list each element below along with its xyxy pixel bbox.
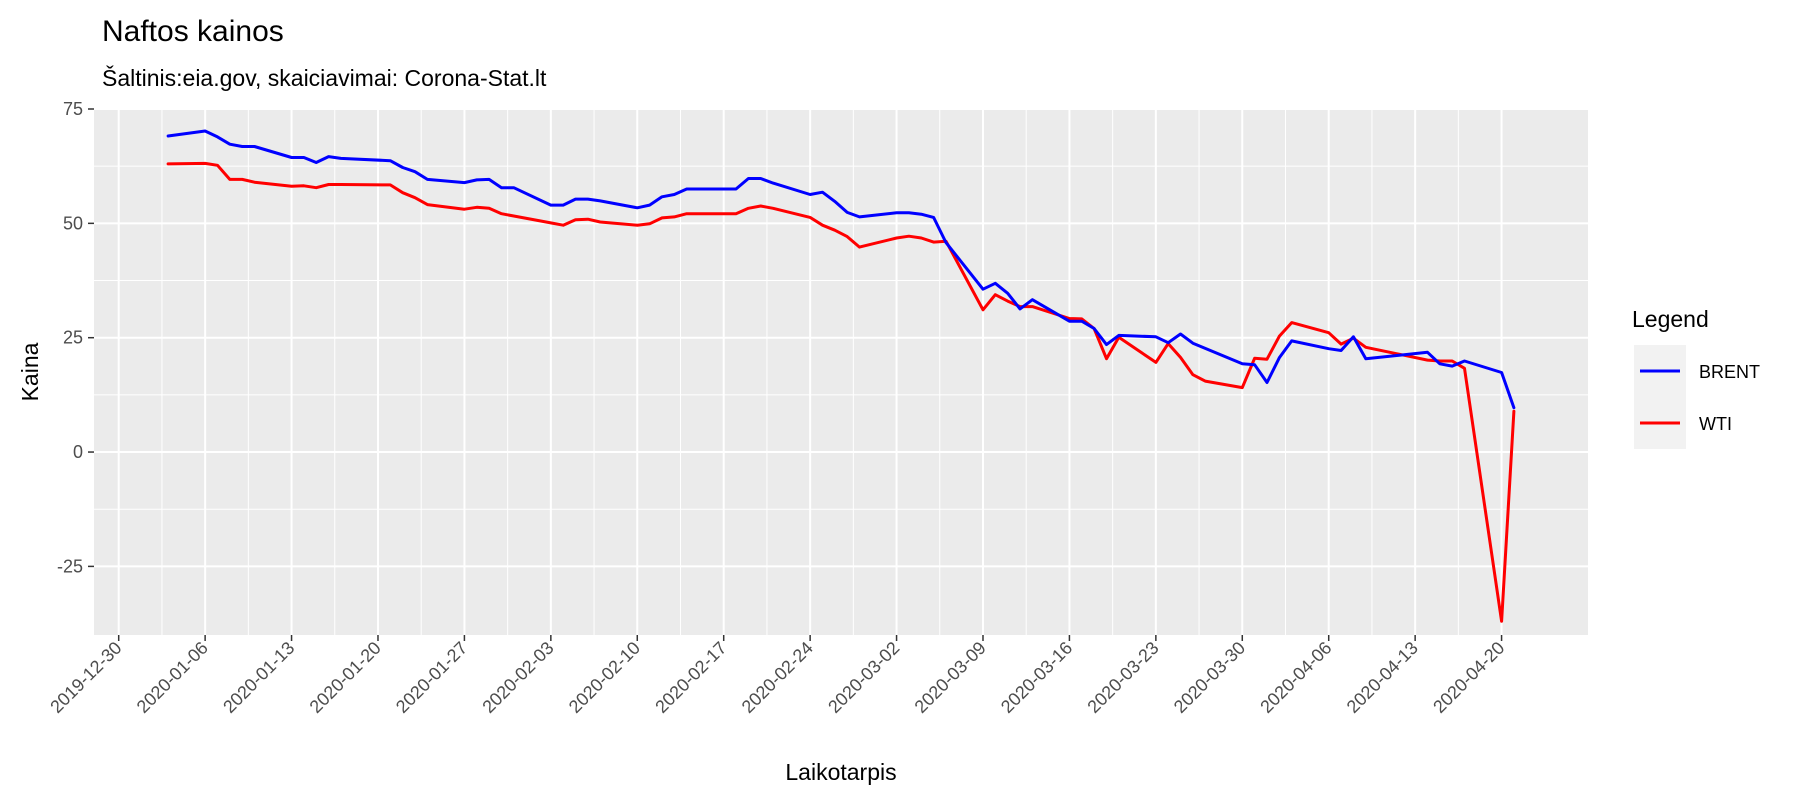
axis-ticks — [88, 108, 1503, 641]
legend: Legend BRENT WTI — [1632, 306, 1760, 449]
x-tick-label: 2020-04-20 — [1429, 638, 1508, 717]
x-tick-label: 2020-02-24 — [738, 638, 817, 717]
x-tick-label: 2020-01-20 — [306, 638, 385, 717]
y-tick-label: 0 — [73, 442, 83, 462]
x-tick-label: 2020-01-27 — [392, 638, 471, 717]
x-tick-label: 2020-01-06 — [133, 638, 212, 717]
x-tick-label: 2020-03-23 — [1083, 638, 1162, 717]
x-tick-labels: 2019-12-30 2020-01-06 2020-01-13 2020-01-20… — [46, 638, 1508, 717]
x-tick-label: 2019-12-30 — [46, 638, 125, 717]
x-tick-label: 2020-01-13 — [219, 638, 298, 717]
x-tick-label: 2020-04-13 — [1343, 638, 1422, 717]
legend-label-brent: BRENT — [1699, 362, 1760, 382]
x-tick-label: 2020-02-10 — [565, 638, 644, 717]
y-tick-label: 25 — [63, 328, 83, 348]
chart-title: Naftos kainos — [102, 15, 284, 48]
grid-minor — [94, 109, 1588, 635]
y-tick-label: 75 — [63, 99, 83, 119]
y-tick-label: -25 — [57, 556, 83, 576]
y-axis-title: Kaina — [17, 342, 43, 401]
x-tick-label: 2020-03-02 — [824, 638, 903, 717]
x-tick-label: 2020-02-03 — [478, 638, 557, 717]
grid-major — [94, 108, 1588, 635]
x-tick-label: 2020-03-16 — [997, 638, 1076, 717]
chart-subtitle: Šaltinis:eia.gov, skaiciavimai: Corona-S… — [102, 64, 547, 91]
y-tick-label: 50 — [63, 213, 83, 233]
x-tick-label: 2020-04-06 — [1256, 638, 1335, 717]
x-axis-title: Laikotarpis — [785, 759, 896, 785]
x-tick-label: 2020-02-17 — [651, 638, 730, 717]
series-line-brent — [166, 129, 1516, 410]
x-tick-label: 2020-03-30 — [1170, 638, 1249, 717]
legend-label-wti: WTI — [1699, 414, 1732, 434]
x-tick-label: 2020-03-09 — [911, 638, 990, 717]
legend-title: Legend — [1632, 306, 1709, 332]
plot-panel — [94, 109, 1588, 635]
series-layer — [166, 129, 1516, 623]
series-line-wti — [166, 161, 1516, 623]
y-tick-labels: -25 0 25 50 75 — [57, 99, 83, 576]
